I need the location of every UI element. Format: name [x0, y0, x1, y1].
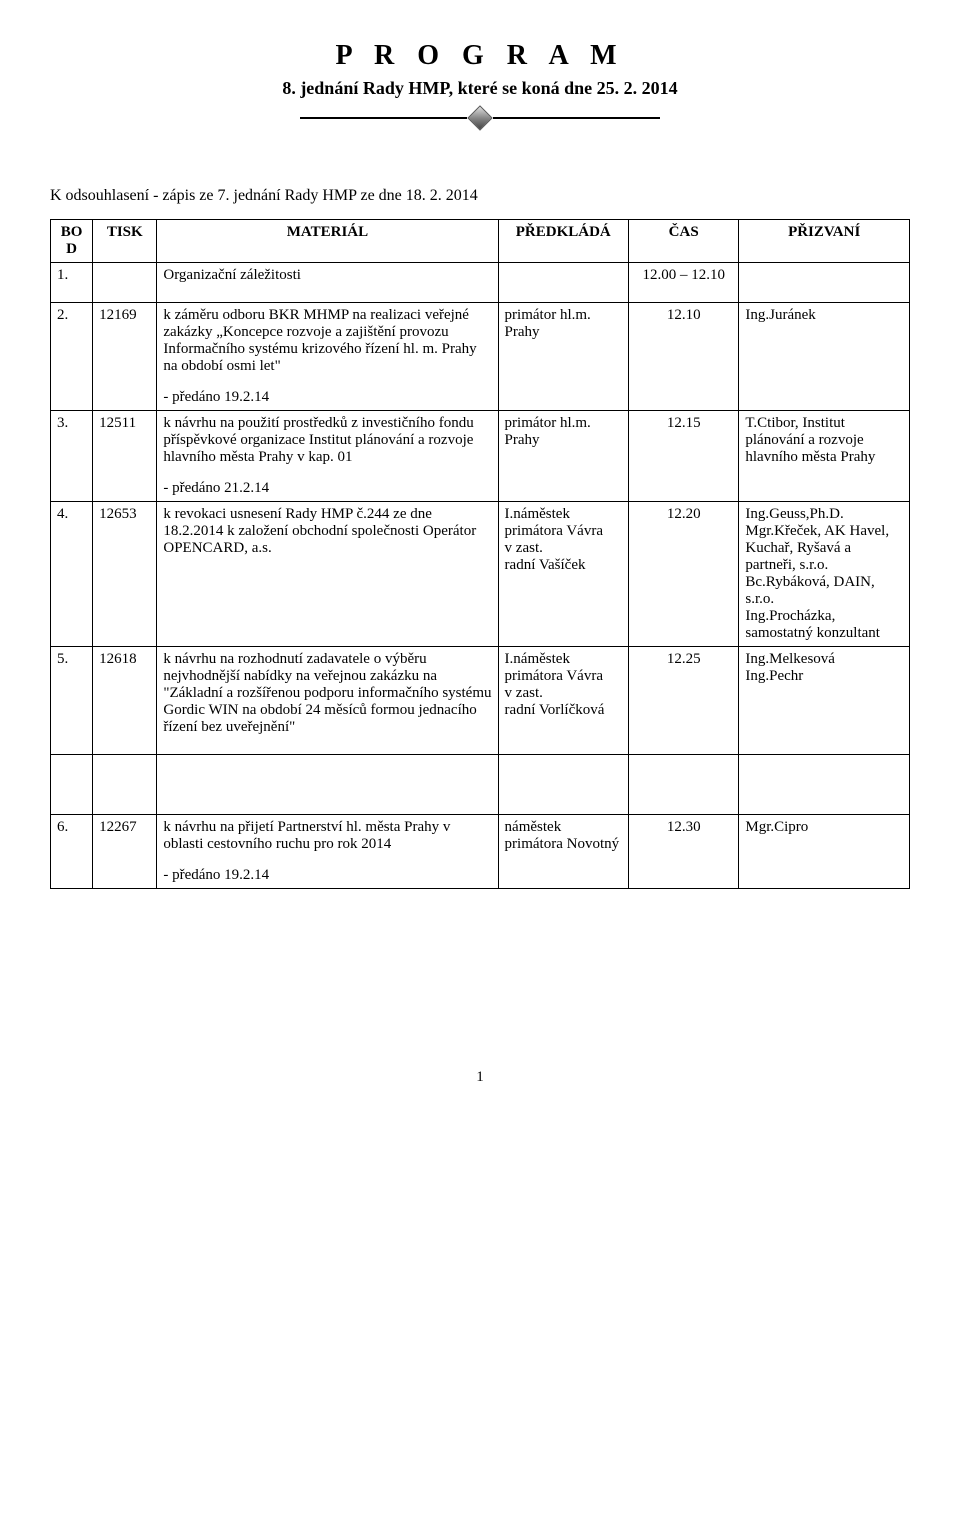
material-text: k revokaci usnesení Rady HMP č.244 ze dn… [163, 506, 491, 557]
cell-cas: 12.15 [629, 411, 739, 502]
cell-bod: 4. [51, 502, 93, 647]
material-text: k záměru odboru BKR MHMP na realizaci ve… [163, 307, 491, 375]
cell-predklada: náměstek primátora Novotný [498, 815, 628, 889]
material-note: - předáno 19.2.14 [163, 389, 491, 406]
cell-cas: 12.10 [629, 303, 739, 411]
cell-prizvani [739, 263, 910, 303]
cell-tisk: 12169 [93, 303, 157, 411]
table-header-row: BOD TISK MATERIÁL PŘEDKLÁDÁ ČAS PŘIZVANÍ [51, 220, 910, 263]
cell-tisk: 12653 [93, 502, 157, 647]
cell-tisk [93, 263, 157, 303]
material-text: Organizační záležitosti [163, 267, 491, 284]
spacer-cell [157, 755, 498, 815]
material-note: - předáno 19.2.14 [163, 867, 491, 884]
cell-cas: 12.25 [629, 647, 739, 755]
col-predklada: PŘEDKLÁDÁ [498, 220, 628, 263]
page-title: P R O G R A M [50, 40, 910, 72]
material-text: k návrhu na rozhodnutí zadavatele o výbě… [163, 651, 491, 736]
col-cas: ČAS [629, 220, 739, 263]
col-material: MATERIÁL [157, 220, 498, 263]
cell-cas: 12.00 – 12.10 [629, 263, 739, 303]
table-spacer-row [51, 755, 910, 815]
table-row: 5.12618k návrhu na rozhodnutí zadavatele… [51, 647, 910, 755]
cell-material: k revokaci usnesení Rady HMP č.244 ze dn… [157, 502, 498, 647]
cell-prizvani: Ing.Geuss,Ph.D. Mgr.Křeček, AK Havel, Ku… [739, 502, 910, 647]
cell-material: k návrhu na použití prostředků z investi… [157, 411, 498, 502]
cell-predklada: I.náměstek primátora Vávra v zast. radní… [498, 647, 628, 755]
ornament-line-right [493, 117, 660, 119]
cell-cas: 12.30 [629, 815, 739, 889]
approval-line: K odsouhlasení - zápis ze 7. jednání Rad… [50, 187, 910, 205]
spacer-cell [739, 755, 910, 815]
cell-predklada [498, 263, 628, 303]
spacer-cell [93, 755, 157, 815]
cell-tisk: 12618 [93, 647, 157, 755]
table-row: 4.12653k revokaci usnesení Rady HMP č.24… [51, 502, 910, 647]
spacer-cell [498, 755, 628, 815]
col-prizvani: PŘIZVANÍ [739, 220, 910, 263]
cell-prizvani: Ing.Melkesová Ing.Pechr [739, 647, 910, 755]
page-subtitle: 8. jednání Rady HMP, které se koná dne 2… [50, 78, 910, 99]
cell-material: Organizační záležitosti [157, 263, 498, 303]
cell-predklada: I.náměstek primátora Vávra v zast. radní… [498, 502, 628, 647]
table-row: 2.12169k záměru odboru BKR MHMP na reali… [51, 303, 910, 411]
cell-prizvani: Ing.Juránek [739, 303, 910, 411]
col-bod: BOD [51, 220, 93, 263]
col-tisk: TISK [93, 220, 157, 263]
table-row: 6.12267k návrhu na přijetí Partnerství h… [51, 815, 910, 889]
cell-prizvani: Mgr.Cipro [739, 815, 910, 889]
cell-prizvani: T.Ctibor, Institut plánování a rozvoje h… [739, 411, 910, 502]
cell-tisk: 12267 [93, 815, 157, 889]
title-ornament [300, 109, 660, 127]
cell-material: k návrhu na rozhodnutí zadavatele o výbě… [157, 647, 498, 755]
table-row: 3.12511k návrhu na použití prostředků z … [51, 411, 910, 502]
spacer-cell [51, 755, 93, 815]
material-text: k návrhu na přijetí Partnerství hl. měst… [163, 819, 491, 853]
cell-predklada: primátor hl.m. Prahy [498, 303, 628, 411]
ornament-diamond-icon [467, 105, 492, 130]
cell-tisk: 12511 [93, 411, 157, 502]
cell-bod: 1. [51, 263, 93, 303]
material-text: k návrhu na použití prostředků z investi… [163, 415, 491, 466]
cell-predklada: primátor hl.m. Prahy [498, 411, 628, 502]
cell-bod: 3. [51, 411, 93, 502]
cell-bod: 6. [51, 815, 93, 889]
cell-cas: 12.20 [629, 502, 739, 647]
cell-bod: 5. [51, 647, 93, 755]
material-note: - předáno 21.2.14 [163, 480, 491, 497]
table-row: 1. Organizační záležitosti 12.00 – 12.10 [51, 263, 910, 303]
page-number: 1 [50, 1069, 910, 1086]
agenda-table: BOD TISK MATERIÁL PŘEDKLÁDÁ ČAS PŘIZVANÍ… [50, 219, 910, 889]
spacer-cell [629, 755, 739, 815]
cell-material: k záměru odboru BKR MHMP na realizaci ve… [157, 303, 498, 411]
ornament-line-left [300, 117, 467, 119]
cell-bod: 2. [51, 303, 93, 411]
cell-material: k návrhu na přijetí Partnerství hl. měst… [157, 815, 498, 889]
